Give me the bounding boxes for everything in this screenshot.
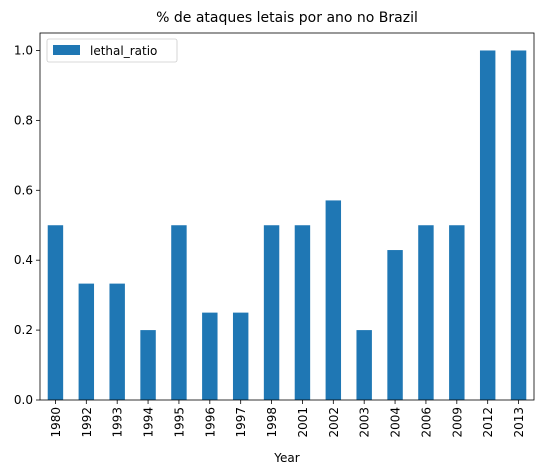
legend-swatch [53,45,80,55]
x-tick-label: 2012 [481,407,495,438]
bar-2002 [325,200,342,400]
x-tick-label: 2003 [358,407,372,438]
y-axis: 0.0 0.2 0.4 0.6 0.8 1.0 [14,43,40,407]
bar-2003 [356,330,372,400]
x-axis: 1980 1992 1993 1994 1995 1996 1997 1998 2001 2002… [49,400,526,438]
bar-2012 [479,50,496,400]
legend-box [46,38,178,63]
x-tick-label: 2001 [296,407,310,438]
x-tick-label: 1994 [142,407,156,438]
bar-1993 [109,283,125,400]
bar-1996 [202,312,218,400]
x-tick-label: 1998 [265,407,279,438]
plot-frame [39,32,535,401]
bars-group [47,50,527,400]
x-tick-label: 1997 [234,407,248,438]
x-tick-label: 2006 [419,407,433,438]
x-tick-label: 1980 [49,407,63,438]
legend: lethal_ratio [46,38,178,63]
chart-title: % de ataques letais por ano no Brazil [156,10,418,26]
y-tick-label: 0.0 [14,393,33,407]
x-tick-label: 2009 [450,407,464,438]
y-tick-label: 0.4 [14,253,33,267]
y-tick-label: 0.8 [14,113,33,127]
bar-1995 [171,225,187,400]
bar-2013 [510,50,527,400]
x-tick-label: 1996 [203,407,217,438]
x-tick-label: 1993 [111,407,125,438]
bar-1980 [47,225,64,400]
x-tick-label: 2013 [512,407,526,438]
y-tick-label: 1.0 [14,43,33,57]
x-axis-label: Year [273,451,299,465]
bar-2001 [294,225,311,400]
bar-1997 [232,312,249,400]
y-tick-label: 0.6 [14,183,33,197]
legend-label: lethal_ratio [90,44,157,58]
y-tick-label: 0.2 [14,323,33,337]
bar-2006 [418,225,434,400]
x-tick-label: 2004 [389,407,403,438]
bar-1994 [140,330,156,400]
bar-1992 [78,283,95,400]
bar-2004 [387,250,403,400]
bar-2009 [449,225,465,400]
x-tick-label: 1995 [172,407,186,438]
x-tick-label: 1992 [80,407,94,438]
bar-1998 [263,225,280,400]
x-tick-label: 2002 [327,407,341,438]
